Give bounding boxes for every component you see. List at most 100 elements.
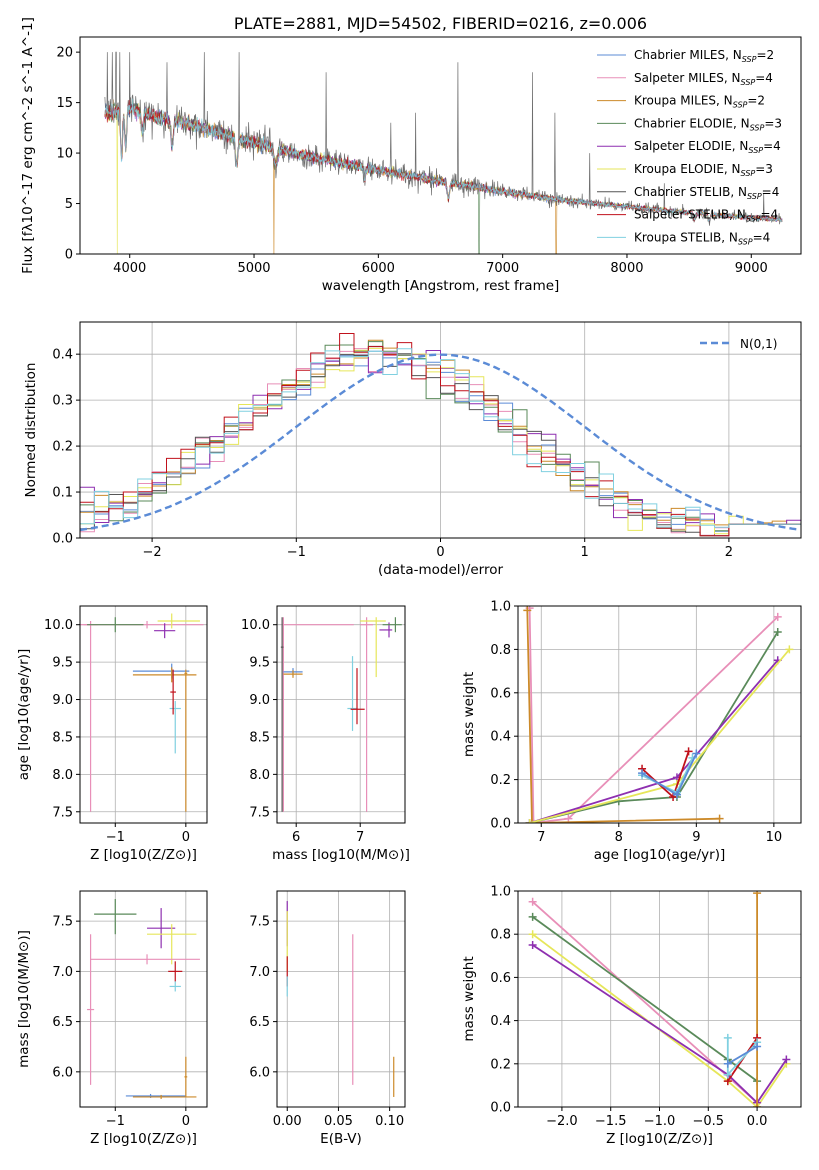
y-tick-label: 15 [56,96,73,111]
weight-marker [528,897,537,906]
legend-entry: Kroupa ELODIE, NSSP=3 [634,162,773,178]
y-tick-label: 8.5 [249,730,270,745]
panel-5: 7 8 9 10 0.0 0.2 0.4 0.6 0.8 1.0 age [log10(age/yr… [461,600,802,863]
y-tick-label: 6.0 [249,1065,270,1080]
panel-7: 0.00 0.05 0.10 6.0 6.5 7.0 7.5 E(B-V) [249,890,406,1147]
y-tick-label: 0.1 [52,486,73,501]
y-tick-label: 6.5 [249,1015,270,1030]
x-tick-label: 7 [356,830,364,845]
histogram-step [80,333,801,538]
legend-entry: Chabrier ELODIE, NSSP=3 [634,116,782,132]
y-axis-label: Flux [fλ10^-17 erg cm^-2 s^-1 A^-1] [20,17,36,274]
y-tick-label: 0.4 [490,1014,511,1029]
weight-marker [782,1055,791,1064]
y-tick-label: 10.0 [44,618,73,633]
histogram-step [80,348,801,538]
y-tick-label: 0.6 [490,971,511,986]
y-tick-label: 7.5 [52,805,73,820]
weight-marker [528,930,537,939]
y-axis-label: mass weight [461,672,477,757]
x-tick-label: 0.0 [747,1114,768,1129]
x-tick-label: 9 [692,830,700,845]
y-tick-label: 7.0 [52,965,73,980]
y-axis-label: age [log10(age/yr)] [16,649,32,781]
panel-2: −2 −1 0 1 2 0.0 0.1 0.2 0.3 0.4 (data-model)/error… [23,321,802,578]
y-tick-label: 9.0 [249,693,270,708]
x-axis-label: age [log10(age/yr)] [594,847,726,863]
weight-marker [753,891,762,898]
y-tick-label: 10.0 [241,618,270,633]
x-axis-label: E(B-V) [320,1131,362,1147]
weight-marker [527,819,536,823]
y-tick-label: 0.0 [490,817,511,832]
axes-frame [79,605,208,824]
y-tick-label: 9.5 [249,656,270,671]
weight-marker [723,1033,732,1042]
x-tick-label: −1.0 [644,1114,676,1129]
y-tick-label: 6.0 [52,1065,73,1080]
legend-entry: Salpeter ELODIE, NSSP=4 [634,139,781,155]
x-tick-label: −1 [287,545,306,560]
weight-line [727,1045,758,1065]
x-tick-label: 0 [182,1114,190,1129]
y-tick-label: 8.0 [52,768,73,783]
x-tick-label: 0 [182,830,190,845]
x-tick-label: 8 [615,830,623,845]
axes-frame [79,890,208,1108]
x-tick-label: 0 [436,545,444,560]
y-tick-label: 0.4 [52,348,73,363]
legend-entry: N(0,1) [740,337,777,351]
chart-title: PLATE=2881, MJD=54502, FIBERID=0216, z=0… [234,14,647,33]
weight-marker [753,1103,762,1107]
y-tick-label: 8.5 [52,730,73,745]
y-tick-label: 0 [65,248,73,263]
y-tick-label: 7.5 [52,915,73,930]
legend: Chabrier MILES, NSSP=2 Salpeter MILES, NS… [597,48,782,246]
x-tick-label: 0.00 [273,1114,302,1129]
y-tick-label: 7.5 [249,805,270,820]
x-tick-label: 4000 [113,261,146,276]
x-tick-label: 6000 [362,261,395,276]
weight-marker [638,769,647,778]
weight-marker [525,819,534,823]
weight-line [532,916,758,1082]
y-axis-label: Normed distribution [23,363,39,498]
y-axis-label: mass weight [461,956,477,1041]
y-tick-label: 0.8 [490,928,511,943]
histogram-step [80,345,801,538]
weight-marker [753,1042,762,1051]
y-tick-label: 0.2 [52,440,73,455]
weight-marker [684,747,693,756]
weight-marker [529,819,538,823]
legend-entry: Chabrier MILES, NSSP=2 [634,48,774,64]
y-tick-label: 8.0 [249,768,270,783]
y-tick-label: 7.5 [249,915,270,930]
y-tick-label: 0.2 [490,773,511,788]
weight-line [526,610,720,823]
legend-entry: Chabrier STELIB, NSSP=4 [634,185,779,201]
axes-frame [79,321,802,539]
plot-area [277,891,405,1107]
x-tick-label: 0.05 [324,1114,353,1129]
spectrum-line [104,98,783,223]
y-tick-label: 0.2 [490,1057,511,1072]
plot-area [518,891,801,1107]
grid-lines [518,891,801,1107]
axes-frame [79,36,802,255]
plot-area [104,51,783,254]
weight-marker [723,1059,732,1068]
y-tick-label: 1.0 [490,885,511,900]
y-tick-label: 0.4 [490,730,511,745]
grid-lines [518,606,801,823]
x-tick-label: 7000 [486,261,519,276]
x-tick-label: 5000 [237,261,270,276]
x-tick-label: −2 [143,545,162,560]
y-axis-label: mass [log10(M/M⊙)] [16,930,32,1068]
weight-marker [785,645,794,654]
plot-area [80,606,207,823]
weight-line [528,608,779,823]
y-tick-label: 7.0 [249,965,270,980]
x-axis-label: Z [log10(Z/Z⊙)] [90,1131,197,1147]
weight-marker [723,1070,732,1079]
x-tick-label: −1 [106,1114,125,1129]
